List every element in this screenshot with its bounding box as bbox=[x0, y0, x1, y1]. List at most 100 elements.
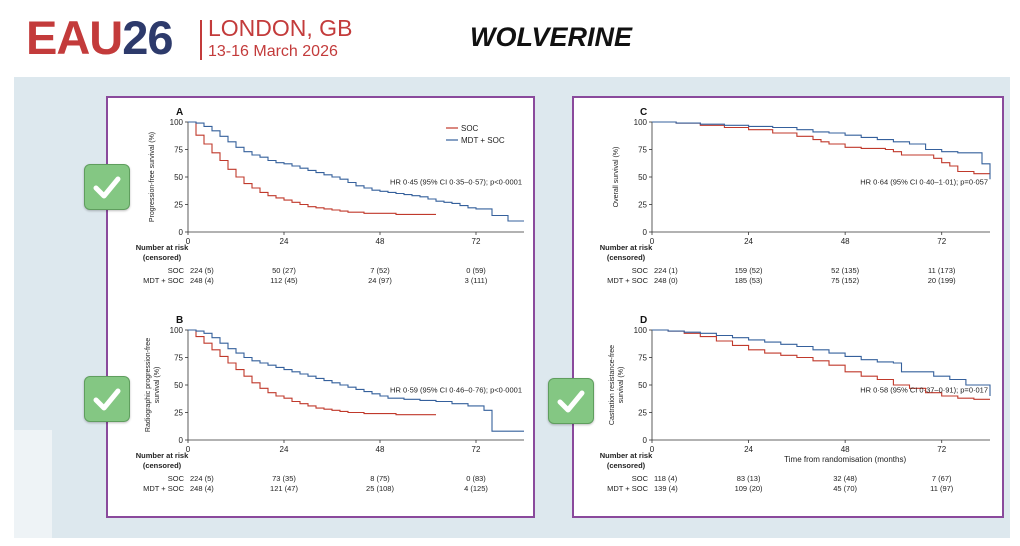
y-tick-label: 0 bbox=[179, 436, 184, 445]
x-tick-label: 0 bbox=[186, 237, 191, 246]
risk-table-subtitle: (censored) bbox=[607, 253, 646, 262]
logo-divider bbox=[200, 20, 202, 60]
check-glyph-icon bbox=[557, 390, 585, 413]
risk-value: 45 (70) bbox=[833, 484, 857, 493]
risk-value: 25 (108) bbox=[366, 484, 394, 493]
km-curve-soc bbox=[188, 329, 436, 416]
x-tick-label: 72 bbox=[472, 445, 481, 454]
risk-value: 159 (52) bbox=[735, 266, 763, 275]
km-curve-soc bbox=[652, 329, 990, 400]
risk-value: 7 (52) bbox=[370, 266, 390, 275]
checkmark-icon bbox=[84, 376, 130, 422]
risk-value: 121 (47) bbox=[270, 484, 298, 493]
y-tick-label: 50 bbox=[638, 381, 647, 390]
y-tick-label: 25 bbox=[638, 409, 647, 418]
risk-table-title: Number at risk bbox=[136, 243, 189, 252]
panel-left: A 0 25 50 75 100 0 24 48 72 Progression-free survi… bbox=[106, 96, 535, 518]
y-tick-label: 75 bbox=[174, 146, 183, 155]
risk-value: 32 (48) bbox=[833, 474, 857, 483]
legend-label: MDT + SOC bbox=[461, 136, 505, 145]
y-tick-label: 25 bbox=[638, 201, 647, 210]
risk-row-label: SOC bbox=[168, 474, 185, 483]
risk-table-title: Number at risk bbox=[600, 243, 653, 252]
x-tick-label: 48 bbox=[841, 445, 850, 454]
km-curve-soc bbox=[188, 121, 436, 215]
y-axis-label: survival (%) bbox=[154, 367, 161, 404]
risk-value: 224 (5) bbox=[190, 474, 214, 483]
x-tick-label: 72 bbox=[937, 445, 946, 454]
chart-B: B 0 25 50 75 100 0 24 48 72 Radiographic progressi… bbox=[136, 315, 524, 493]
risk-table-title: Number at risk bbox=[136, 451, 189, 460]
risk-value: 185 (53) bbox=[735, 276, 763, 285]
x-tick-label: 24 bbox=[280, 237, 289, 246]
y-tick-label: 100 bbox=[170, 326, 184, 335]
hazard-ratio-annotation: HR 0·45 (95% CI 0·35–0·57); p<0·0001 bbox=[390, 178, 522, 187]
x-tick-label: 72 bbox=[937, 237, 946, 246]
panel-label: D bbox=[640, 315, 647, 326]
checkmark-icon bbox=[84, 164, 130, 210]
x-tick-label: 72 bbox=[472, 237, 481, 246]
slide-title: WOLVERINE bbox=[470, 22, 633, 52]
risk-value: 0 (83) bbox=[466, 474, 486, 483]
charts-c-d-svg: C 0 25 50 75 100 0 24 48 72 Overall survival (%) HR… bbox=[600, 107, 991, 493]
check-glyph-icon bbox=[93, 388, 121, 411]
charts-a-b-svg: A 0 25 50 75 100 0 24 48 72 Progression-free survi… bbox=[136, 107, 524, 493]
risk-value: 118 (4) bbox=[654, 474, 678, 483]
x-tick-label: 24 bbox=[280, 445, 289, 454]
x-tick-label: 48 bbox=[841, 237, 850, 246]
y-tick-label: 50 bbox=[174, 173, 183, 182]
risk-value: 24 (97) bbox=[368, 276, 392, 285]
panel-label: A bbox=[176, 107, 183, 118]
y-axis-label: Progression-free survival (%) bbox=[149, 132, 156, 222]
y-tick-label: 75 bbox=[638, 146, 647, 155]
hazard-ratio-annotation: HR 0·58 (95% CI 0·37–0·91); p=0·017 bbox=[860, 386, 988, 395]
risk-value: 7 (67) bbox=[932, 474, 952, 483]
y-tick-label: 75 bbox=[638, 354, 647, 363]
hazard-ratio-annotation: HR 0·59 (95% CI 0·46–0·76); p<0·0001 bbox=[390, 386, 522, 395]
km-curve-mdtsoc bbox=[188, 121, 524, 222]
x-tick-label: 24 bbox=[744, 237, 753, 246]
risk-value: 8 (75) bbox=[370, 474, 390, 483]
risk-value: 248 (4) bbox=[190, 484, 214, 493]
x-tick-label: 48 bbox=[376, 237, 385, 246]
y-tick-label: 100 bbox=[170, 118, 184, 127]
risk-row-label: SOC bbox=[632, 266, 649, 275]
y-tick-label: 25 bbox=[174, 409, 183, 418]
x-tick-label: 24 bbox=[744, 445, 753, 454]
x-axis-label: Time from randomisation (months) bbox=[784, 455, 906, 464]
risk-value: 4 (125) bbox=[464, 484, 488, 493]
chart-A: A 0 25 50 75 100 0 24 48 72 Progression-free survi… bbox=[136, 107, 524, 285]
eau26-logo: EAU26 bbox=[26, 10, 174, 66]
y-tick-label: 75 bbox=[174, 354, 183, 363]
checkmark-icon bbox=[548, 378, 594, 424]
risk-table-subtitle: (censored) bbox=[143, 461, 182, 470]
chart-C: C 0 25 50 75 100 0 24 48 72 Overall survival (%) HR… bbox=[600, 107, 991, 285]
risk-row-label: SOC bbox=[632, 474, 649, 483]
x-tick-label: 48 bbox=[376, 445, 385, 454]
risk-row-label: MDT + SOC bbox=[143, 484, 184, 493]
risk-table-subtitle: (censored) bbox=[143, 253, 182, 262]
risk-value: 224 (5) bbox=[190, 266, 214, 275]
risk-value: 112 (45) bbox=[270, 276, 298, 285]
y-tick-label: 0 bbox=[643, 228, 648, 237]
risk-value: 50 (27) bbox=[272, 266, 296, 275]
risk-value: 20 (199) bbox=[928, 276, 956, 285]
risk-value: 11 (173) bbox=[928, 266, 956, 275]
risk-row-label: MDT + SOC bbox=[607, 484, 648, 493]
logo-year-text: 26 bbox=[122, 11, 173, 64]
y-tick-label: 25 bbox=[174, 201, 183, 210]
risk-value: 248 (0) bbox=[654, 276, 678, 285]
km-curve-soc bbox=[652, 121, 990, 175]
risk-row-label: MDT + SOC bbox=[607, 276, 648, 285]
y-axis-label: survival (%) bbox=[618, 367, 625, 404]
panel-right: C 0 25 50 75 100 0 24 48 72 Overall survival (%) HR… bbox=[572, 96, 1004, 518]
x-tick-label: 0 bbox=[650, 445, 655, 454]
risk-value: 73 (35) bbox=[272, 474, 296, 483]
y-axis-label: Radiographic progression-free bbox=[145, 338, 152, 432]
x-tick-label: 0 bbox=[650, 237, 655, 246]
y-tick-label: 0 bbox=[643, 436, 648, 445]
legend-label: SOC bbox=[461, 124, 479, 133]
y-axis-label: Castration resistance-free bbox=[609, 345, 616, 425]
y-axis-label: Overall survival (%) bbox=[613, 147, 620, 208]
hazard-ratio-annotation: HR 0·64 (95% CI 0·40–1·01); p=0·057 bbox=[860, 178, 988, 187]
